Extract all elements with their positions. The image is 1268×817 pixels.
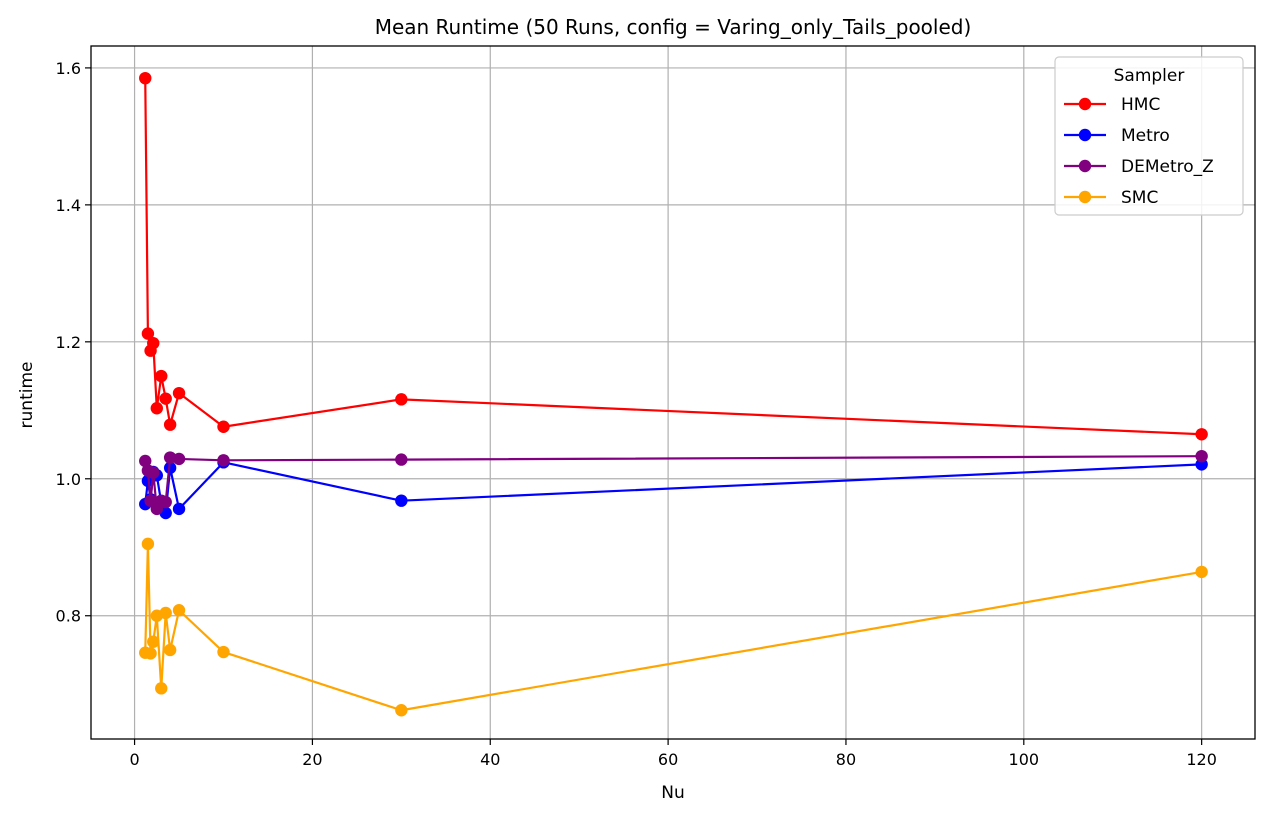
legend-marker [1078,159,1092,173]
data-point-hmc [155,369,168,383]
data-point-smc [159,606,172,620]
x-tick-label: 0 [129,750,139,769]
chart-title: Mean Runtime (50 Runs, config = Varing_o… [375,15,972,39]
data-point-demetro-z [395,453,408,466]
y-tick-label: 1.2 [56,333,81,352]
legend-label: HMC [1121,95,1160,115]
data-point-smc [141,537,155,551]
data-point-demetro-z [172,452,186,466]
plot-frame [90,45,1256,740]
data-point-metro [395,494,408,507]
data-point-hmc [150,402,164,415]
y-tick-label: 1.0 [56,470,81,489]
data-point-demetro-z [159,495,172,509]
data-point-hmc [163,418,177,431]
legend-entry-metro: Metro [1064,126,1170,146]
legend-label: SMC [1121,188,1158,208]
legend-marker [1078,128,1092,142]
series-layer [139,71,1208,717]
data-point-smc [147,635,160,648]
x-tick-label: 120 [1186,750,1217,769]
data-point-hmc [172,386,186,400]
data-point-hmc [141,327,155,340]
legend-label: DEMetro_Z [1121,157,1214,177]
x-tick-label: 20 [302,750,322,769]
legend-marker [1078,97,1092,111]
legend-label: Metro [1121,126,1170,146]
legend: Sampler HMC Metro DEMetro_Z SMC [1054,56,1244,216]
data-point-demetro-z [1195,449,1208,463]
legend-title: Sampler [1114,66,1185,86]
data-point-smc [217,645,230,659]
y-tick-label: 1.6 [56,59,81,78]
y-tick-label: 1.4 [56,196,81,215]
data-point-hmc [139,71,152,85]
x-tick-label: 60 [658,750,678,769]
data-point-metro [172,502,186,516]
legend-entry-smc: SMC [1064,188,1158,208]
legend-box [1054,56,1244,216]
legend-marker [1078,190,1092,204]
legend-entries: HMC Metro DEMetro_Z SMC [1064,95,1214,208]
data-point-hmc [1195,428,1208,441]
y-axis-label: runtime [17,362,37,429]
data-point-demetro-z [217,454,230,467]
data-point-demetro-z [139,454,152,468]
data-point-smc [395,704,408,717]
data-point-hmc [217,420,230,433]
ticks: 0 20 40 60 80 100 120 0.8 1.0 1.2 1.4 1.6 [56,59,1217,769]
x-tick-label: 40 [480,750,500,769]
data-point-demetro-z [147,466,160,479]
data-point-hmc [147,336,160,350]
legend-entry-demetro-z: DEMetro_Z [1064,157,1214,177]
data-point-hmc [159,392,172,405]
x-axis-label: Nu [661,783,685,803]
x-tick-label: 80 [836,750,856,769]
legend-entry-hmc: HMC [1064,95,1160,115]
data-point-smc [163,643,177,657]
series-line-smc [144,542,1202,712]
series-demetro-z [139,449,1208,516]
y-tick-label: 0.8 [56,607,81,626]
data-point-smc [172,604,186,617]
x-tick-label: 100 [1009,750,1040,769]
data-point-smc [155,682,168,695]
series-hmc [139,71,1208,441]
data-point-smc [144,647,157,660]
data-point-hmc [395,393,408,406]
series-smc [139,537,1208,717]
data-point-smc [1195,565,1208,579]
